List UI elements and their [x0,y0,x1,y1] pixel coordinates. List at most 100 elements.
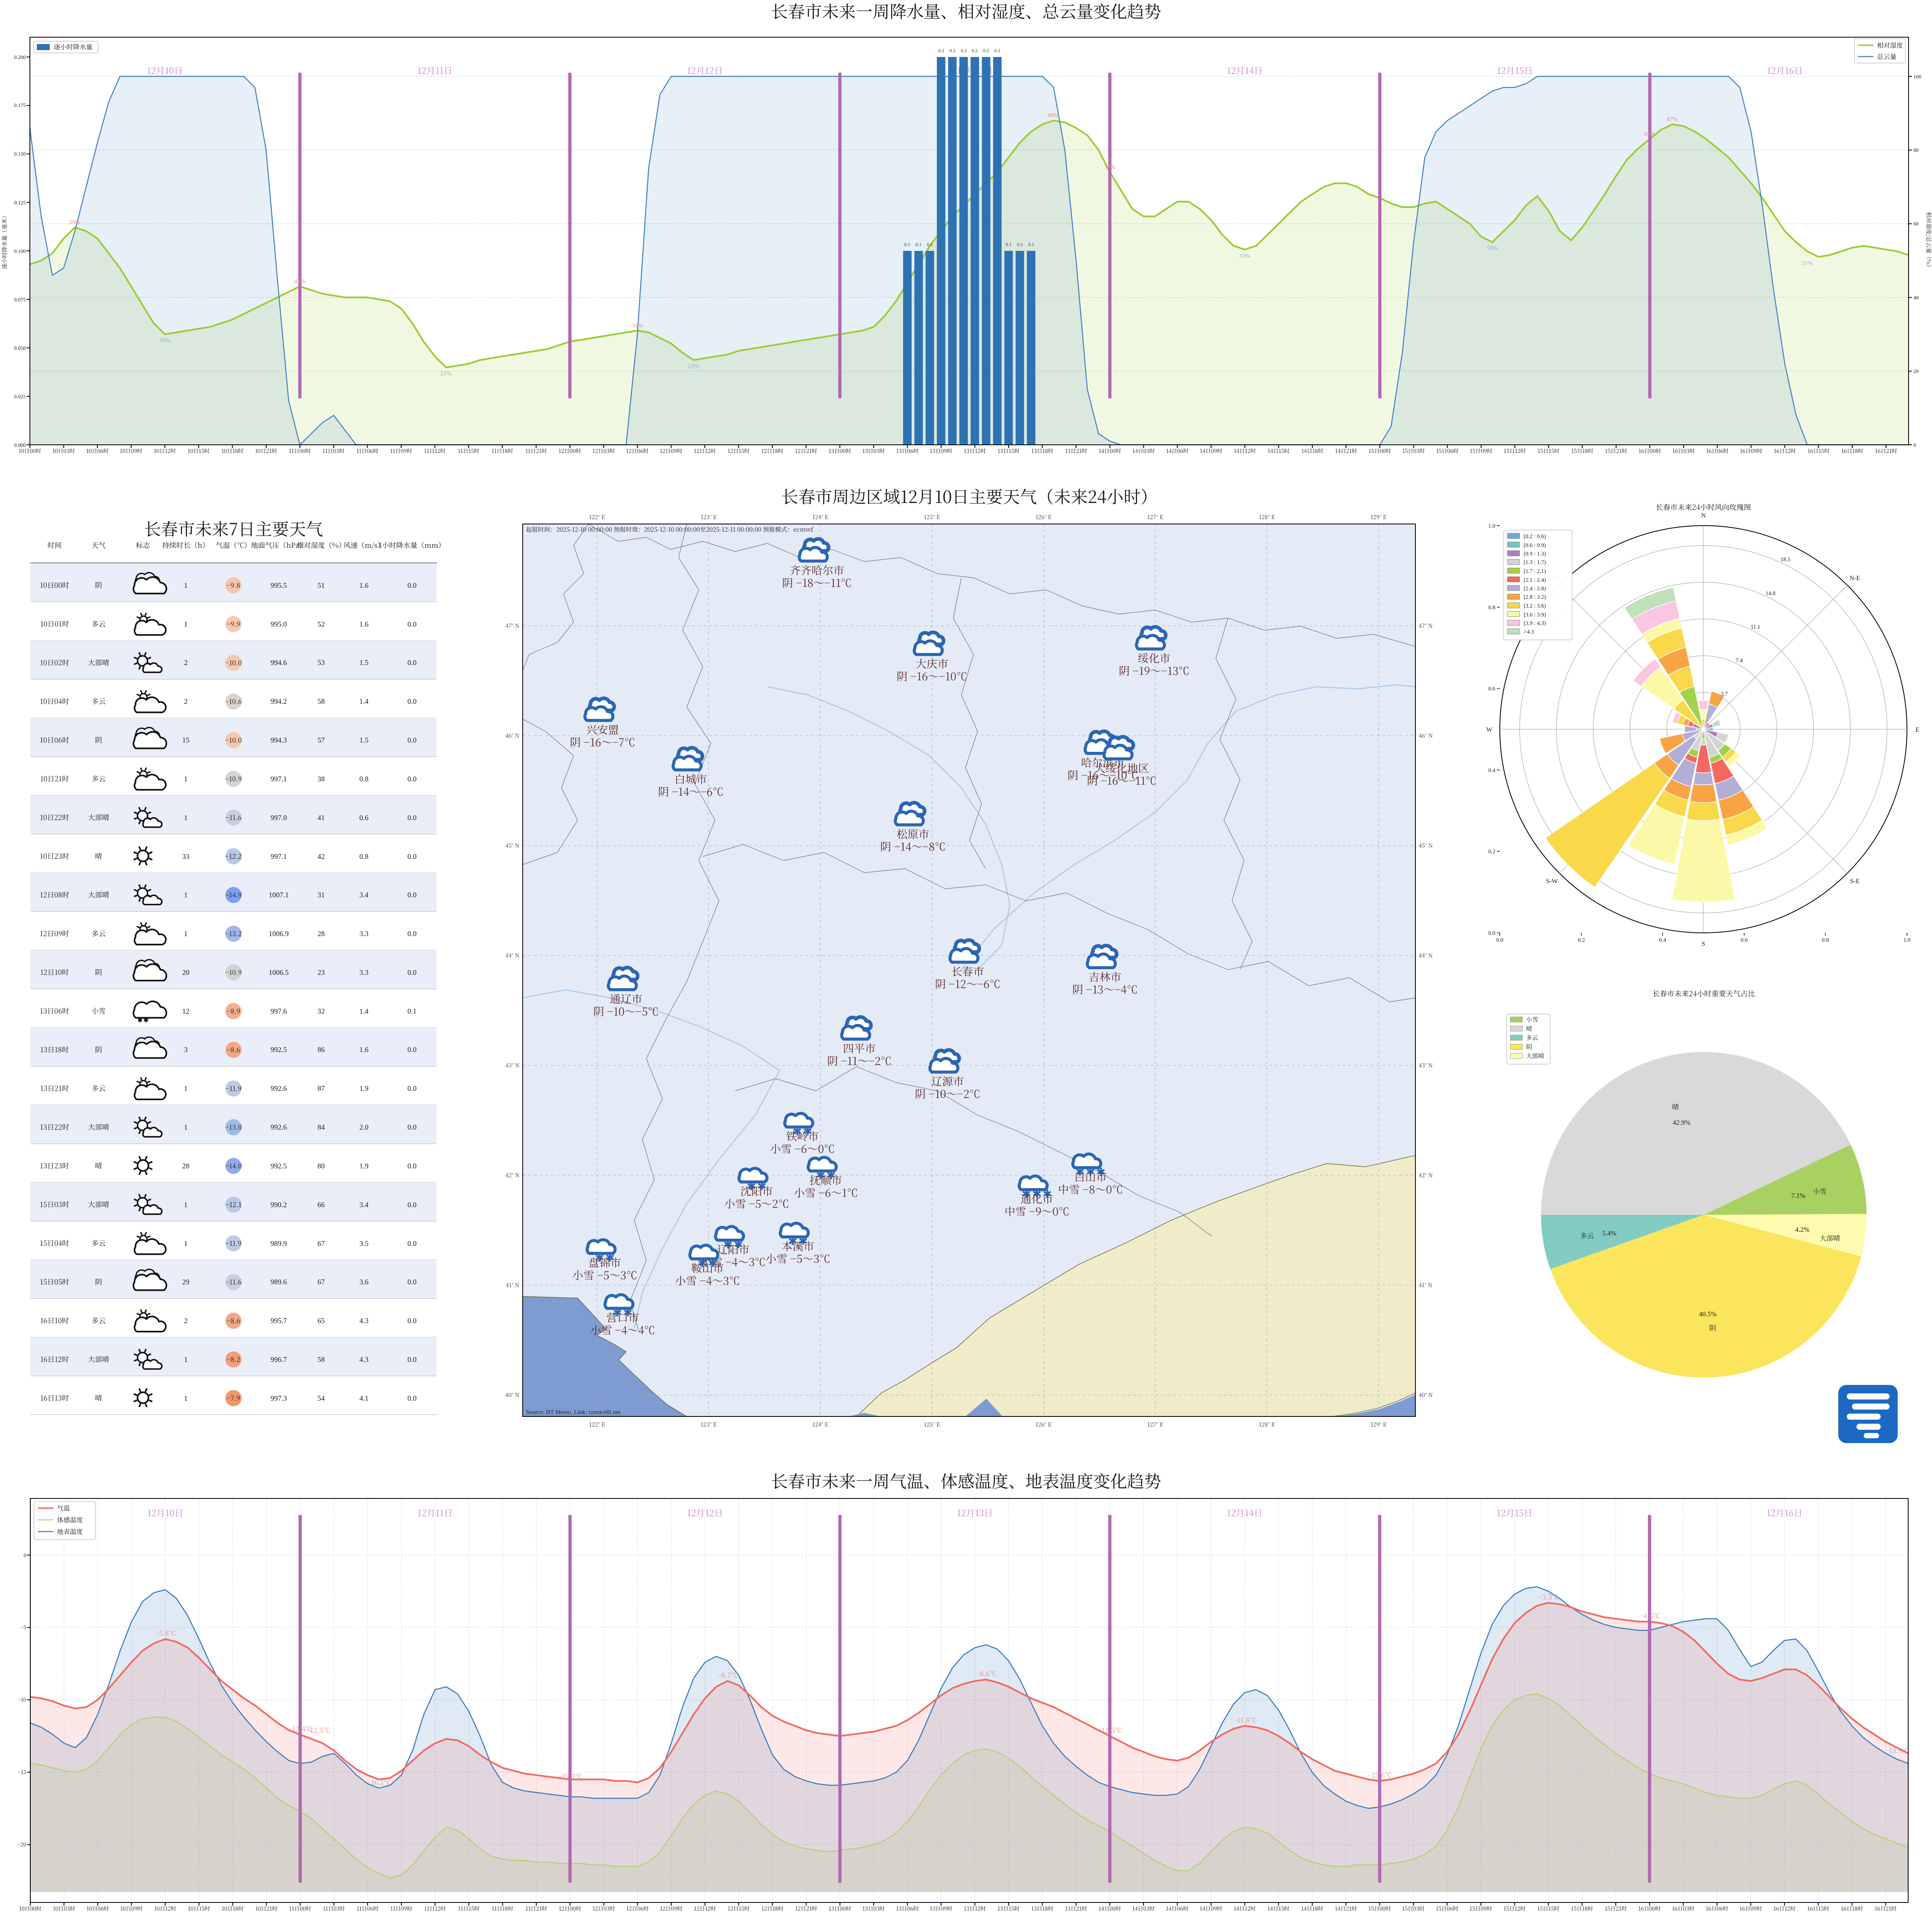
svg-text:1: 1 [184,930,188,938]
svg-text:0.1: 0.1 [1017,242,1023,247]
svg-text:31%: 31% [632,322,643,329]
svg-text:1.5: 1.5 [359,659,369,667]
svg-text:E: E [1915,726,1919,733]
svg-text:67: 67 [317,1278,325,1286]
svg-text:0.0: 0.0 [408,775,417,783]
svg-text:0.200: 0.200 [14,54,26,60]
svg-text:997.0: 997.0 [271,814,287,822]
svg-text:0.1: 0.1 [916,242,922,247]
svg-text:51: 51 [317,581,325,589]
svg-text:[2.1 : 2.4): [2.1 : 2.4) [1524,577,1546,583]
svg-text:[3.9 : 4.3): [3.9 : 4.3) [1524,621,1546,627]
svg-text:0.2: 0.2 [972,48,978,53]
svg-text:1: 1 [184,1355,188,1364]
svg-text:0.025: 0.025 [14,394,26,400]
svg-text:7.4: 7.4 [1736,658,1743,664]
svg-text:0.0: 0.0 [408,1084,417,1092]
svg-text:0.0: 0.0 [408,620,417,628]
svg-text:65: 65 [317,1317,325,1325]
svg-text:0.2: 0.2 [961,48,967,53]
svg-text:33: 33 [182,852,189,861]
svg-text:0.0: 0.0 [408,1046,417,1054]
svg-text:[2.8 : 3.2): [2.8 : 3.2) [1524,594,1546,600]
svg-text:4.3: 4.3 [359,1355,369,1364]
svg-text:0: 0 [24,1552,27,1558]
svg-text:0.0: 0.0 [408,1394,417,1402]
svg-text:3.4: 3.4 [359,1201,369,1209]
svg-text:0.2: 0.2 [994,48,1001,53]
svg-text:0.000: 0.000 [14,442,26,448]
svg-text:0.0: 0.0 [408,852,417,861]
svg-text:997.3: 997.3 [271,1394,287,1402]
svg-text:0.0: 0.0 [408,891,417,899]
svg-text:0.0: 0.0 [408,1123,417,1131]
svg-text:S-E: S-E [1850,878,1860,885]
svg-text:1: 1 [184,1084,188,1092]
svg-text:0.6: 0.6 [359,814,369,822]
svg-text:58: 58 [317,1355,325,1364]
svg-text:40: 40 [1913,295,1919,301]
svg-text:0.2: 0.2 [950,48,956,53]
svg-text:[3.2 : 3.6): [3.2 : 3.6) [1524,603,1546,609]
svg-text:1.4: 1.4 [359,697,369,705]
svg-text:1.0: 1.0 [1903,937,1911,943]
svg-text:3.5: 3.5 [359,1239,369,1248]
svg-text:1.6: 1.6 [359,581,369,589]
svg-text:11.1: 11.1 [1751,624,1760,630]
svg-text:20: 20 [1913,368,1919,374]
svg-text:66: 66 [317,1201,325,1209]
svg-text:1.0: 1.0 [1488,523,1496,529]
svg-text:41: 41 [317,814,325,822]
svg-text:[0.6 : 0.9): [0.6 : 0.9) [1524,543,1546,549]
svg-text:1: 1 [184,891,188,899]
svg-text:30%: 30% [159,337,170,344]
svg-text:1: 1 [184,1201,188,1209]
svg-text:0: 0 [1913,442,1916,448]
svg-text:N: N [1701,512,1706,519]
svg-text:0.0: 0.0 [408,1201,417,1209]
svg-text:0.175: 0.175 [14,102,26,108]
svg-text:52: 52 [317,620,325,628]
svg-text:0.1: 0.1 [1028,242,1034,247]
svg-text:1.5: 1.5 [359,736,369,744]
svg-text:20: 20 [182,968,189,976]
svg-text:995.0: 995.0 [271,620,287,628]
svg-text:84: 84 [317,1123,325,1131]
svg-text:0.8: 0.8 [359,852,369,861]
svg-text:74%: 74% [1104,164,1116,170]
svg-text:0.4: 0.4 [1659,937,1666,943]
svg-text:0.0: 0.0 [1496,937,1503,943]
svg-text:88%: 88% [1048,112,1059,119]
svg-text:100: 100 [1913,74,1921,80]
svg-text:995.7: 995.7 [271,1317,287,1325]
svg-text:60: 60 [1913,221,1919,227]
svg-text:0.6: 0.6 [1488,686,1496,692]
svg-text:58: 58 [317,697,325,705]
svg-text:0.8: 0.8 [1488,605,1496,611]
svg-text:0.6: 0.6 [1741,937,1748,943]
svg-text:14.8: 14.8 [1766,591,1776,597]
svg-text:0.0: 0.0 [408,581,417,589]
svg-text:0.2: 0.2 [983,48,989,53]
svg-text:[0.2 : 0.6): [0.2 : 0.6) [1524,534,1546,540]
svg-text:[0.9 : 1.3): [0.9 : 1.3) [1524,551,1546,557]
svg-text:0.4: 0.4 [1488,768,1496,774]
svg-text:2: 2 [184,697,188,705]
svg-text:53%: 53% [1239,253,1251,259]
svg-text:0.0: 0.0 [408,736,417,744]
svg-text:0.1: 0.1 [904,242,910,247]
svg-text:0.0: 0.0 [408,1278,417,1286]
svg-text:38: 38 [317,775,325,783]
svg-text:0.0: 0.0 [408,1239,417,1248]
svg-text:0.100: 0.100 [14,248,26,254]
svg-text:2: 2 [184,659,188,667]
svg-text:86: 86 [317,1046,325,1054]
svg-text:997.1: 997.1 [271,775,287,783]
svg-text:2: 2 [184,1317,188,1325]
svg-text:0.1: 0.1 [408,1007,417,1015]
svg-text:0.2: 0.2 [938,48,944,53]
svg-text:31: 31 [317,891,325,899]
svg-text:51%: 51% [1802,260,1813,267]
svg-text:W: W [1486,726,1493,733]
svg-text:0.0: 0.0 [408,814,417,822]
